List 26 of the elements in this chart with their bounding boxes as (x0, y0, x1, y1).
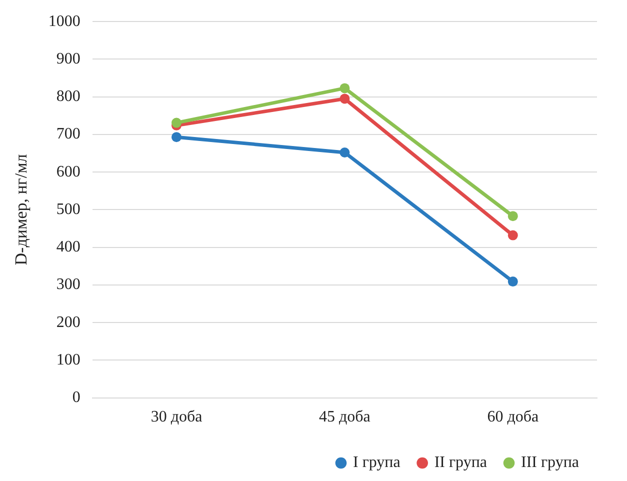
y-tick-label: 0 (72, 389, 80, 406)
x-tick-label: 60 доба (487, 408, 539, 426)
x-tick-label: 45 доба (319, 408, 370, 426)
point (340, 83, 350, 94)
y-tick-label: 1000 (48, 12, 80, 30)
point (508, 276, 518, 287)
point (508, 230, 518, 240)
y-tick-label: 300 (56, 276, 80, 294)
point (508, 211, 518, 222)
point (340, 94, 350, 104)
point (340, 148, 350, 158)
point (172, 132, 182, 142)
y-tick-label: 900 (56, 50, 80, 68)
point (172, 118, 182, 128)
y-tick-label: 600 (56, 163, 80, 180)
y-tick-label: 700 (56, 126, 80, 143)
legend-label: II група (434, 454, 487, 472)
y-tick-label: 800 (56, 88, 80, 106)
y-tick-label: 500 (56, 200, 80, 218)
y-tick-label: 200 (56, 314, 80, 331)
x-tick-label: 30 доба (150, 408, 202, 426)
y-tick-label: 100 (56, 351, 80, 368)
legend-label: III група (521, 454, 579, 472)
legend-label: I група (352, 454, 400, 472)
y-tick-label: 400 (56, 238, 80, 256)
y-axis-title: D-димер, нг/мл (12, 154, 31, 266)
